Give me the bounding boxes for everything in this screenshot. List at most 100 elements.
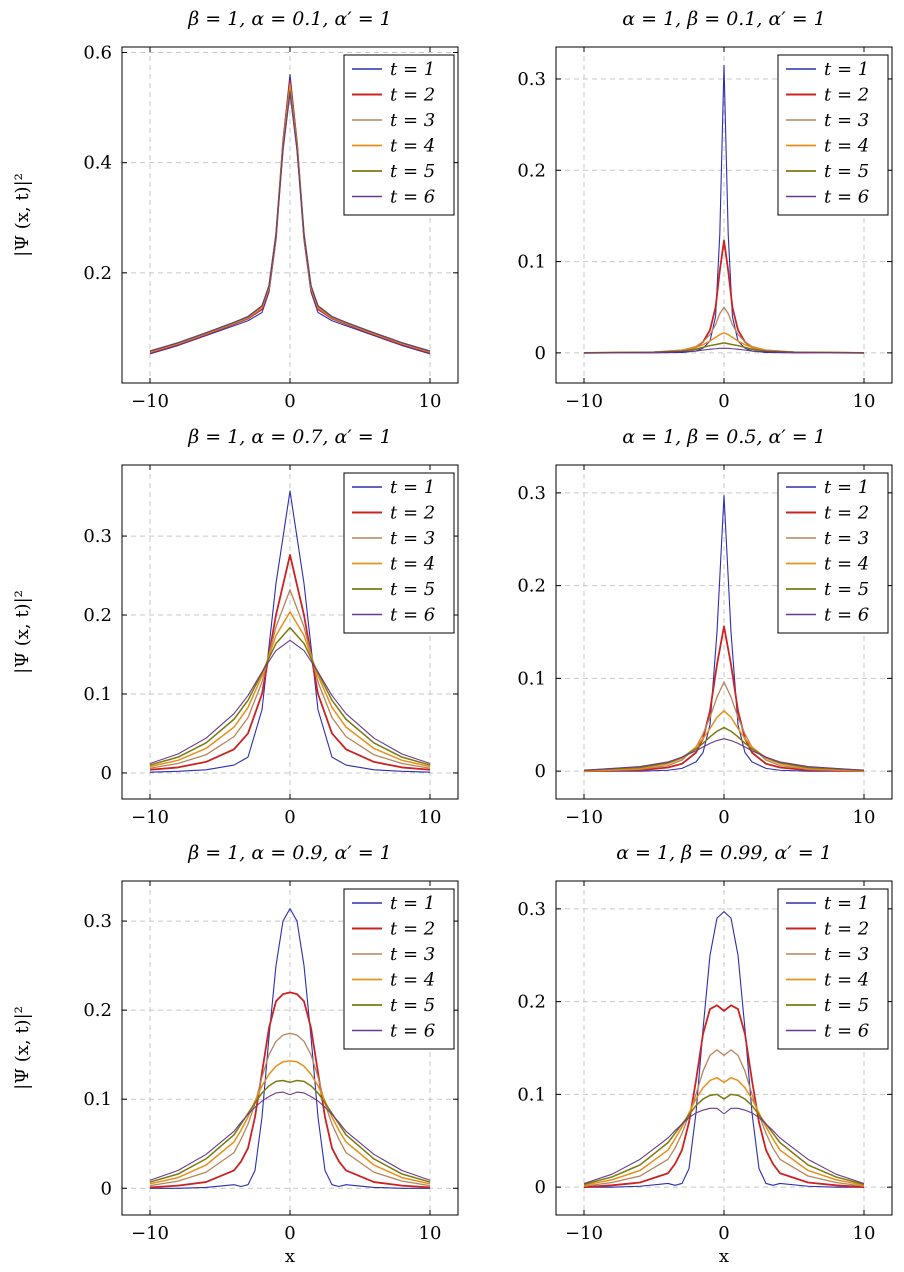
legend-label-t2: t = 2	[390, 919, 435, 940]
series-line-t1	[584, 911, 864, 1188]
series-line-t5	[149, 626, 431, 766]
legend-label-t2: t = 2	[824, 919, 869, 940]
legend-label-t3: t = 3	[824, 944, 869, 965]
legend: t = 1 t = 2 t = 3 t = 4 t = 5 t = 6	[343, 888, 455, 1050]
legend-label-t1: t = 1	[390, 477, 435, 498]
legend-label-t2: t = 2	[824, 85, 869, 106]
x-tick-label: 10	[419, 807, 442, 828]
series-line-t4	[583, 332, 865, 354]
y-tick-label: 0.3	[517, 69, 546, 90]
series-line-t1	[149, 490, 431, 773]
series-line-t3	[149, 589, 431, 769]
legend-label-t3: t = 3	[390, 944, 435, 965]
y-tick-label: 0.3	[517, 899, 546, 920]
legend-box	[343, 472, 455, 634]
series-line-t5	[583, 1093, 865, 1186]
series-line-t4	[149, 1060, 431, 1185]
y-tick-label: 0.4	[83, 153, 112, 174]
legend-label-t3: t = 3	[390, 528, 435, 549]
y-tick-label: 0	[101, 763, 112, 784]
x-tick-label: 10	[853, 391, 876, 412]
y-tick-label: 0.2	[517, 992, 546, 1013]
legend-label-t5: t = 5	[390, 579, 435, 600]
x-tick-label: 0	[718, 807, 729, 828]
series-line-t6	[149, 92, 431, 352]
x-tick-label: −10	[565, 1223, 603, 1244]
x-tick-label: 10	[419, 1223, 442, 1244]
legend-box	[777, 54, 889, 216]
series-line-t2	[149, 991, 431, 1189]
series-line-t1	[149, 73, 431, 355]
series-line-t6	[583, 738, 865, 771]
x-tick-label: −10	[131, 807, 169, 828]
y-tick-label: 0.2	[83, 605, 112, 626]
legend-label-t6: t = 6	[824, 605, 869, 626]
series-line-t6	[149, 639, 431, 764]
x-tick-label: 0	[284, 391, 295, 412]
legend-label-t2: t = 2	[390, 85, 435, 106]
legend-box	[777, 472, 889, 634]
x-tick-label: −10	[131, 1223, 169, 1244]
legend-label-t6: t = 6	[390, 1021, 435, 1042]
legend-label-t5: t = 5	[824, 579, 869, 600]
chart-panel-6: −10 0 10 0 0.1 0.2 0.3 α = 1, β = 0.99, α′ = 1 x…	[517, 842, 893, 1267]
legend-label-t4: t = 4	[824, 136, 869, 157]
x-tick-label: −10	[565, 391, 603, 412]
legend-label-t4: t = 4	[390, 554, 435, 575]
chart-panel-3: −10 0 10 0 0.1 0.2 0.3 β = 1, α = 0.7, α′ = 1 |Ψ…	[12, 426, 459, 828]
y-tick-label: 0.2	[517, 160, 546, 181]
x-axis-label: x	[285, 1246, 295, 1267]
y-tick-label: 0.2	[83, 263, 112, 284]
y-tick-label: 0.3	[517, 483, 546, 504]
legend-label-t2: t = 2	[390, 503, 435, 524]
legend-label-t6: t = 6	[824, 1021, 869, 1042]
series-line-t2	[149, 554, 431, 771]
x-tick-label: 0	[284, 807, 295, 828]
legend-label-t3: t = 3	[824, 528, 869, 549]
legend-label-t5: t = 5	[390, 995, 435, 1016]
legend-label-t1: t = 1	[390, 59, 435, 80]
legend-label-t3: t = 3	[390, 110, 435, 131]
x-tick-label: 10	[419, 391, 442, 412]
y-axis-label: |Ψ (x, t)|²	[12, 590, 33, 674]
y-tick-label: 0	[535, 1177, 546, 1198]
panel-title: α = 1, β = 0.5, α′ = 1	[622, 426, 826, 448]
x-tick-label: 0	[718, 1223, 729, 1244]
legend-label-t4: t = 4	[390, 970, 435, 991]
series-line-t5	[583, 342, 865, 354]
series-line-t1	[584, 495, 864, 772]
series-line-t2	[583, 625, 865, 773]
legend-label-t4: t = 4	[390, 136, 435, 157]
legend-box	[343, 54, 455, 216]
panel-title: β = 1, α = 0.7, α′ = 1	[187, 426, 392, 448]
y-tick-label: 0.1	[517, 252, 546, 273]
legend: t = 1 t = 2 t = 3 t = 4 t = 5 t = 6	[777, 472, 889, 634]
legend: t = 1 t = 2 t = 3 t = 4 t = 5 t = 6	[343, 472, 455, 634]
series-line-t4	[583, 710, 865, 772]
series-line-t3	[583, 1049, 865, 1187]
y-tick-label: 0	[535, 343, 546, 364]
legend-label-t4: t = 4	[824, 970, 869, 991]
x-tick-label: 10	[853, 807, 876, 828]
y-tick-label: 0.2	[517, 576, 546, 597]
y-tick-label: 0.1	[83, 1089, 112, 1110]
series-line-t3	[149, 1032, 431, 1187]
legend-label-t4: t = 4	[824, 554, 869, 575]
y-tick-label: 0.1	[83, 684, 112, 705]
series-line-t1	[150, 908, 430, 1189]
x-tick-label: 0	[718, 391, 729, 412]
y-axis-label: |Ψ (x, t)|²	[12, 1006, 33, 1090]
panel-title: β = 1, α = 0.1, α′ = 1	[187, 8, 392, 30]
legend-label-t6: t = 6	[390, 187, 435, 208]
panel-title: β = 1, α = 0.9, α′ = 1	[187, 842, 392, 864]
series-line-t2	[583, 1004, 865, 1189]
series-line-t6	[149, 1091, 431, 1181]
y-tick-label: 0.3	[83, 911, 112, 932]
series-line-t6	[583, 1107, 865, 1184]
legend-label-t1: t = 1	[824, 477, 869, 498]
panel-title: α = 1, β = 0.99, α′ = 1	[616, 842, 832, 864]
y-tick-label: 0	[101, 1178, 112, 1199]
y-tick-label: 0.6	[83, 43, 112, 64]
legend-label-t1: t = 1	[824, 893, 869, 914]
